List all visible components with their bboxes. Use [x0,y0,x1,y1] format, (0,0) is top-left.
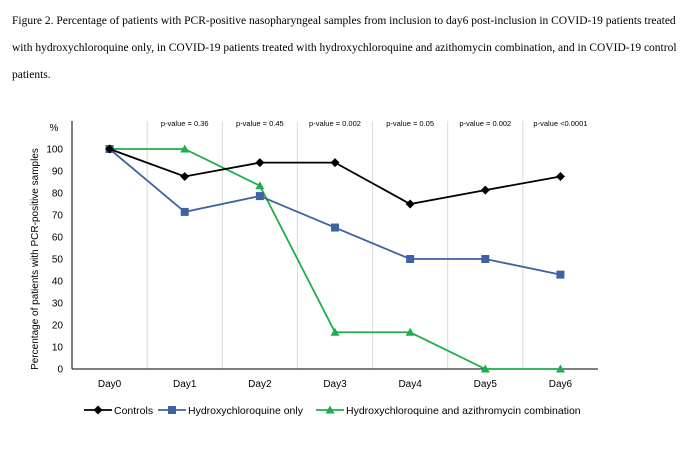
series-diamond [105,144,565,209]
data-point [330,327,340,336]
data-point [480,185,490,195]
y-tick-label: 50 [52,255,64,266]
y-tick-label: 0 [57,365,63,376]
data-point [480,364,490,373]
data-point [105,144,115,154]
data-point [180,172,190,181]
x-tick-label: Day0 [98,379,122,390]
data-point [180,207,189,216]
data-point [180,144,190,153]
series-line [109,148,561,205]
legend-marker [325,405,335,414]
data-point [556,270,565,279]
p-value-label: p-value = 0.05 [386,119,434,128]
x-tick-label: Day5 [474,379,498,390]
legend-item: Hydroxychloroquine and azithromycin comb… [316,405,581,417]
legend: Controls Hydroxychloroquine only Hydroxych… [84,405,581,417]
y-tick-label: 100 [46,145,63,156]
y-tick-label: 70 [52,211,64,222]
p-value-label: p-value <0.0001 [533,119,587,128]
y-tick-label: 80 [52,189,64,200]
data-point [331,223,339,232]
figure-caption: Figure 2. Percentage of patients with PC… [12,15,677,81]
legend-marker [168,406,176,414]
p-value-label: p-value = 0.002 [459,119,511,128]
p-value-label: p-value = 0.45 [236,119,284,128]
y-tick-label: 10 [52,343,64,354]
y-tick-label: 40 [52,277,64,288]
series-group [105,144,565,373]
y-tick-label: 30 [52,299,64,310]
x-tick-label: Day1 [173,379,197,390]
y-axis-unit-label: % [50,123,59,134]
x-tick-label: Day2 [248,379,272,390]
legend-label: Hydroxychloroquine and azithromycin comb… [346,405,581,417]
legend-label: Hydroxychloroquine only [188,405,304,417]
y-axis-title: Percentage of patients with PCR-positive… [30,148,41,370]
series-triangle [105,144,565,373]
series-line [109,148,561,370]
data-point [555,172,565,181]
y-tick-label: 90 [52,167,64,178]
x-axis-ticks: Day0 Day1 Day2 Day3 Day4 Day5 Day6 [98,379,573,390]
p-value-label: p-value = 0.002 [309,119,361,128]
data-point [405,327,415,336]
data-point [255,158,265,168]
series-line [108,148,561,276]
legend-label: Controls [114,405,153,417]
y-tick-label: 60 [52,233,64,244]
p-value-labels: p-value = 0.36 p-value = 0.45 p-value = 0.… [161,119,588,128]
legend-item: Controls [84,405,153,417]
y-tick-label: 20 [52,321,64,332]
data-point [481,255,490,263]
data-point [255,192,264,201]
x-tick-label: Day4 [398,379,422,390]
p-value-label: p-value = 0.36 [161,119,209,128]
y-axis-ticks: 0 10 20 30 40 50 60 70 80 90 100 [46,145,63,376]
data-point [255,181,265,190]
data-point [555,364,565,373]
data-point [405,199,415,209]
data-point [406,255,415,263]
x-tick-label: Day3 [323,379,347,390]
x-tick-label: Day6 [549,379,573,390]
data-point [330,158,340,168]
legend-marker [93,405,103,415]
legend-item: Hydroxychloroquine only [158,405,304,417]
